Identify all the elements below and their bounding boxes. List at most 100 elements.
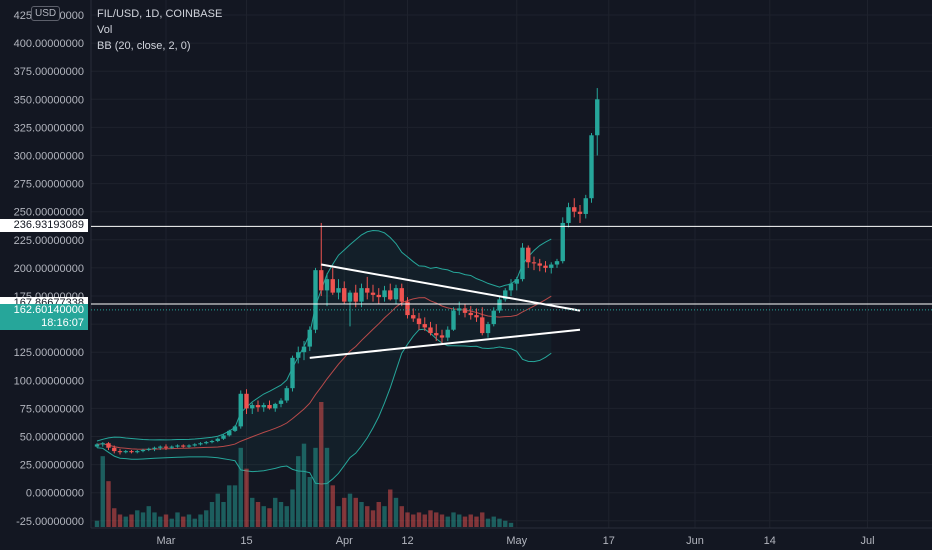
volume-bar [474, 516, 479, 527]
bollinger-lower [96, 328, 552, 485]
volume-bar [324, 447, 330, 527]
candle-body [319, 270, 324, 291]
x-tick-label: Mar [157, 535, 176, 547]
candle-body [462, 308, 468, 313]
candle-body [491, 310, 496, 325]
bollinger-basis [96, 295, 552, 450]
bollinger-indicator-label[interactable]: BB (20, close, 2, 0) [97, 40, 191, 52]
candle-body [296, 352, 301, 358]
current-price-value: 162.60140000 [13, 303, 84, 316]
candle-body [250, 405, 255, 409]
current-price-label: 162.60140000 18:16:07 [0, 303, 88, 330]
candle-body [480, 317, 485, 334]
candle-body [278, 400, 284, 404]
candle-body [198, 443, 203, 445]
candle-body [221, 435, 226, 439]
volume-bar [370, 510, 376, 527]
volume-bar [485, 518, 491, 527]
candle-body [526, 247, 531, 263]
candle-body [186, 445, 192, 447]
candle-body [215, 438, 220, 441]
volume-bar [451, 512, 456, 527]
volume-bar [422, 514, 427, 527]
candle-body [347, 292, 353, 302]
candle-body [428, 327, 433, 334]
candle-body [566, 207, 571, 223]
candle-body [158, 446, 163, 448]
volume-bar [416, 512, 422, 527]
volume-bar [301, 443, 307, 527]
candle-body [388, 290, 393, 300]
candle-body [273, 403, 278, 409]
volume-bar [497, 518, 502, 527]
candle-body [255, 405, 261, 408]
volume-bar [181, 516, 186, 527]
candle-body [422, 324, 427, 328]
y-tick-label: 400.00000000 [14, 38, 84, 50]
y-tick-label: 275.00000000 [14, 179, 84, 191]
volume-bar [462, 516, 468, 527]
volume-bar [221, 502, 226, 527]
y-tick-label: 250.00000000 [14, 207, 84, 219]
candle-body [244, 393, 249, 409]
candle-body [497, 299, 502, 311]
candle-body [330, 279, 335, 293]
currency-badge[interactable]: USD [31, 6, 61, 21]
candle-body [399, 288, 404, 302]
candle-body [336, 288, 341, 293]
volume-indicator-label[interactable]: Vol [97, 24, 113, 36]
candle-body [531, 262, 537, 264]
volume-bar [175, 512, 180, 527]
candle-body [549, 264, 554, 268]
y-tick-label: 200.00000000 [14, 263, 84, 275]
y-tick-label: 125.00000000 [14, 347, 84, 359]
candle-body [129, 451, 134, 453]
candle-body [94, 444, 100, 447]
x-tick-label: 15 [240, 535, 252, 547]
candle-body [370, 292, 376, 295]
volume-bar [347, 493, 353, 527]
candle-body [307, 329, 312, 347]
y-tick-label: 75.00000000 [20, 403, 84, 415]
candle-body [227, 430, 232, 436]
volume-bar [382, 506, 387, 527]
volume-bar [376, 502, 381, 527]
x-tick-label: Jul [860, 535, 874, 547]
volume-bar [399, 506, 404, 527]
candle-body [140, 449, 146, 452]
volume-bar [428, 510, 433, 527]
volume-bar [261, 506, 266, 527]
volume-bar [169, 518, 174, 527]
candle-body [439, 335, 445, 338]
candle-body [261, 405, 266, 408]
candle-body [123, 451, 128, 453]
candle-body [474, 315, 479, 318]
candle-body [503, 290, 508, 300]
volume-bar [411, 514, 416, 527]
volume-bar [278, 502, 284, 527]
volume-bar [129, 514, 134, 527]
symbol-title[interactable]: FIL/USD, 1D, COINBASE [97, 8, 223, 20]
candle-body [520, 247, 525, 280]
volume-bar [330, 485, 335, 527]
volume-bar [468, 514, 473, 527]
candle-body [301, 346, 307, 353]
volume-bar [244, 468, 249, 527]
bollinger-upper [96, 230, 552, 442]
candle-body [232, 426, 238, 431]
candle-body [554, 261, 560, 265]
candle-body [595, 99, 600, 136]
volume-bar [186, 514, 192, 527]
volume-bar [388, 489, 393, 527]
y-tick-label: 325.00000000 [14, 122, 84, 134]
candle-body [112, 447, 117, 452]
y-tick-label: 375.00000000 [14, 66, 84, 78]
candle-body [106, 443, 111, 448]
candle-body [572, 207, 577, 212]
trendline [309, 328, 581, 359]
candle-body [508, 283, 514, 291]
y-tick-label: 50.00000000 [20, 432, 84, 444]
candle-body [382, 290, 387, 298]
volume-bar [313, 447, 318, 527]
